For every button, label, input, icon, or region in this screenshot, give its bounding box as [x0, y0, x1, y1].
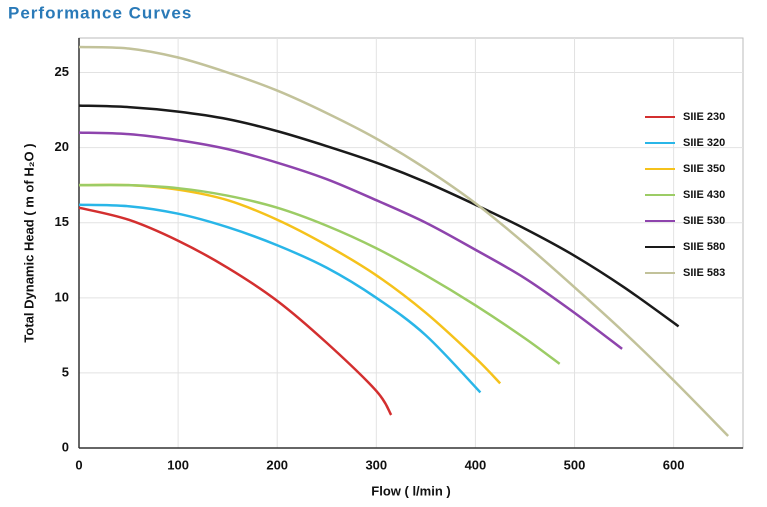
- plot-area: [78, 37, 744, 449]
- curve: [78, 203, 482, 394]
- legend-label: SIIE 350: [683, 163, 725, 175]
- chart-title: Performance Curves: [8, 3, 192, 22]
- legend-label: SIIE 320: [683, 137, 725, 149]
- y-tick-label: 20: [55, 139, 69, 154]
- x-tick-label: 100: [167, 457, 189, 472]
- y-tick-label: 25: [55, 64, 69, 79]
- y-tick-label: 0: [62, 439, 69, 454]
- curve: [78, 131, 623, 350]
- legend-label: SIIE 583: [683, 267, 725, 279]
- legend-label: SIIE 430: [683, 189, 725, 201]
- y-axis-label: Total Dynamic Head ( m of H₂O ): [21, 143, 36, 342]
- x-axis-label: Flow ( l/min ): [371, 483, 450, 498]
- x-tick-label: 200: [266, 457, 288, 472]
- curve: [78, 45, 730, 437]
- y-tick-label: 15: [55, 214, 69, 229]
- y-tick-label: 5: [62, 364, 69, 379]
- x-tick-label: 500: [564, 457, 586, 472]
- legend-label: SIIE 530: [683, 215, 725, 227]
- x-tick-label: 400: [465, 457, 487, 472]
- x-tick-label: 600: [663, 457, 685, 472]
- y-tick-label: 10: [55, 289, 69, 304]
- curve: [78, 183, 561, 365]
- x-tick-label: 0: [75, 457, 82, 472]
- legend-label: SIIE 580: [683, 241, 725, 253]
- curve: [78, 104, 680, 328]
- curve: [78, 206, 393, 416]
- legend-label: SIIE 230: [683, 111, 725, 123]
- x-tick-label: 300: [365, 457, 387, 472]
